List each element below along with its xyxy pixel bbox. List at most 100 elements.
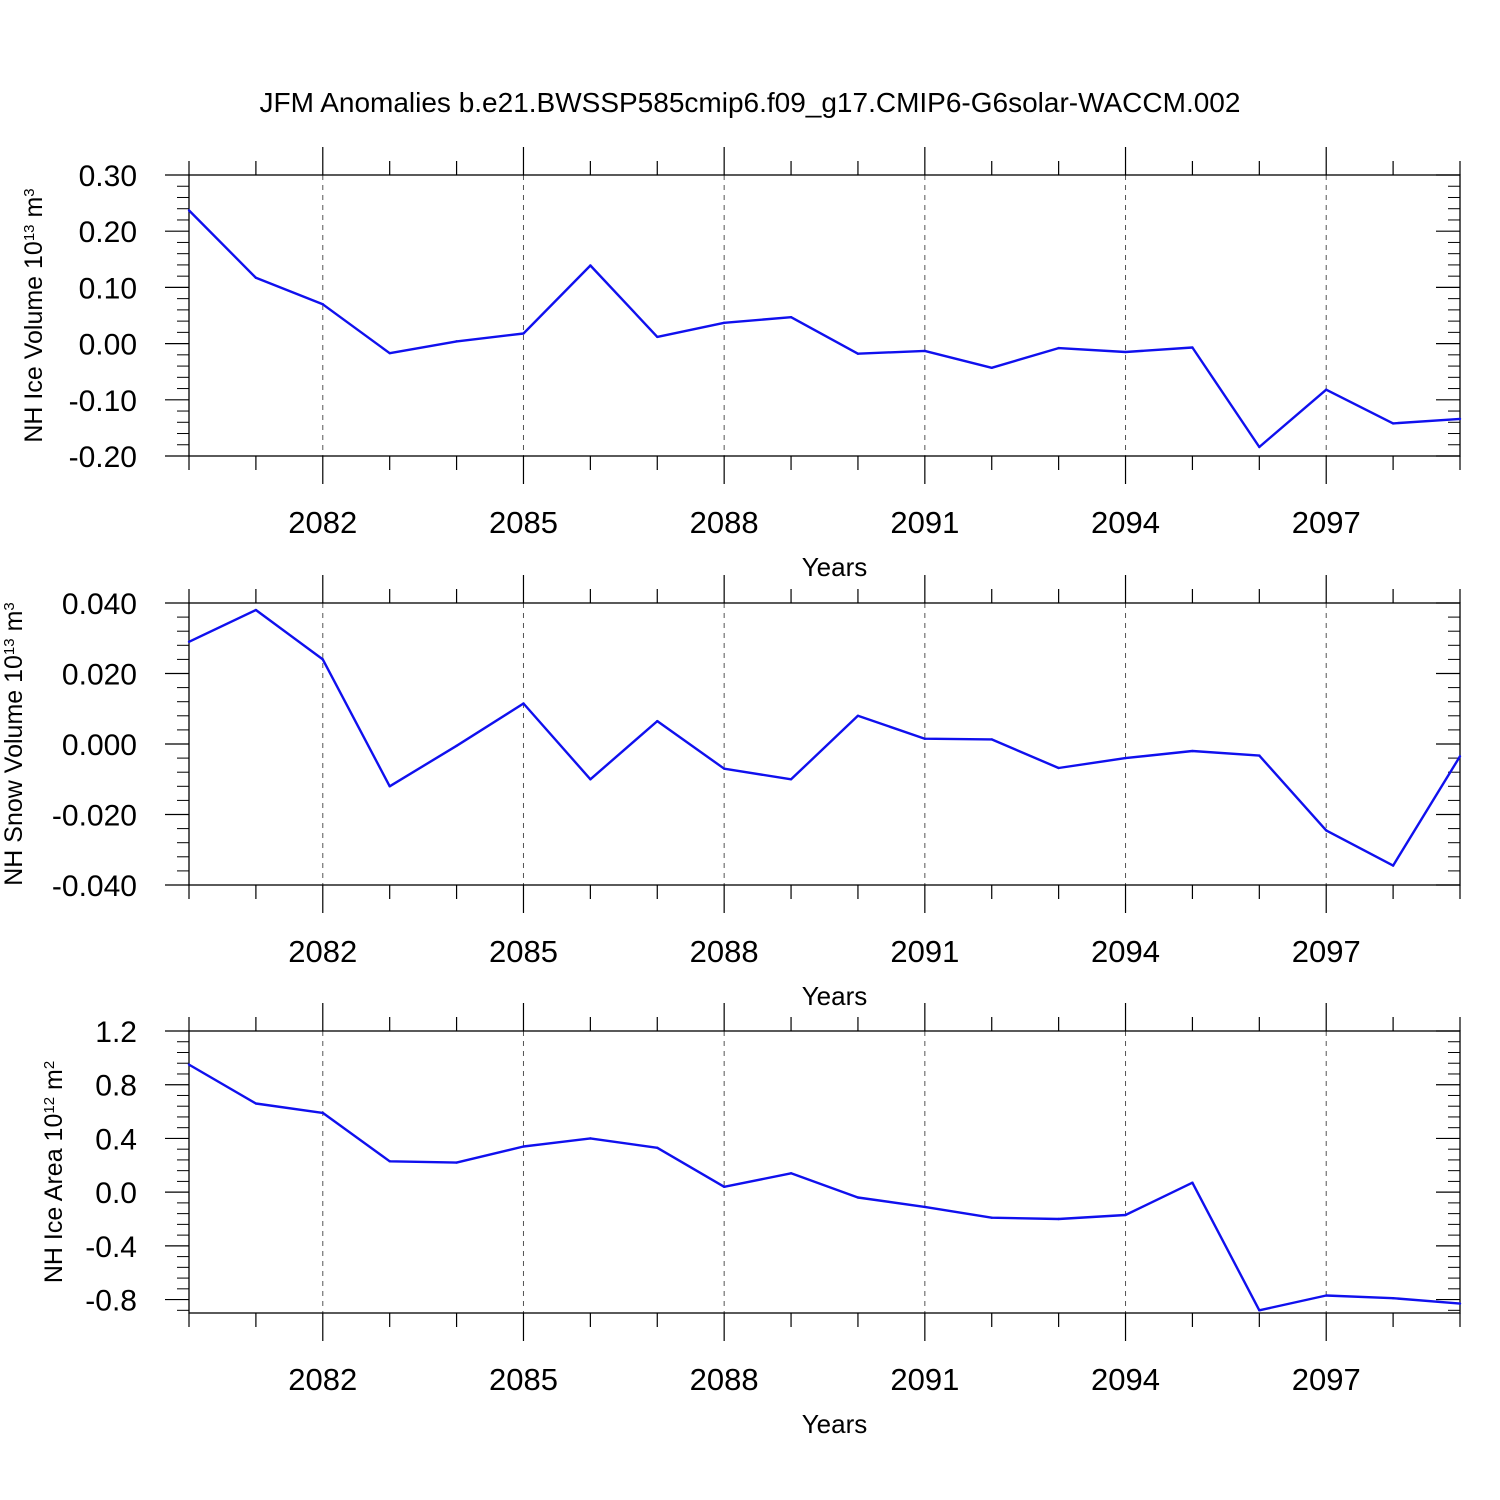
data-point [254, 608, 258, 612]
data-point [1057, 1217, 1060, 1221]
data-point [722, 321, 726, 325]
data-point [254, 1102, 258, 1105]
data-point [187, 209, 191, 212]
data-point [990, 1216, 993, 1219]
data-point [388, 785, 391, 788]
data-point [856, 714, 860, 717]
x-tick-label: 2088 [690, 1362, 759, 1397]
x-tick-label: 2085 [489, 505, 558, 540]
x-tick-label: 2091 [890, 505, 959, 540]
data-point [321, 303, 324, 306]
data-point [1057, 766, 1060, 770]
data-point [1391, 1297, 1395, 1300]
data-point [789, 315, 793, 319]
panel-ice-area: 1.2 0.8 0.4 0.0 -0.4 -0.8 2082 2085 2088 2091 2094… [40, 1003, 1462, 1439]
y-tick-label: -0.10 [69, 385, 137, 418]
y-tick-label: 0.8 [95, 1070, 137, 1103]
data-point [1458, 417, 1462, 421]
data-point [1258, 754, 1261, 757]
data-point [187, 1063, 191, 1066]
y-tick-label: 0.4 [95, 1123, 137, 1156]
x-axis-label: Years [802, 1409, 868, 1439]
data-point [656, 1146, 659, 1150]
x-axis-label: Years [802, 552, 868, 582]
x-tick-label: 2097 [1292, 505, 1361, 540]
data-point [1325, 388, 1328, 391]
x-tick-label: 2085 [489, 934, 558, 969]
data-point [923, 349, 927, 353]
data-point [789, 1172, 793, 1175]
x-tick-label: 2082 [288, 505, 357, 540]
y-tick-label: -0.040 [52, 870, 137, 903]
y-tick-label: -0.020 [52, 800, 137, 833]
data-point [1191, 346, 1194, 349]
panel-ice-volume: 0.30 0.20 0.10 0.00 -0.10 -0.20 2082 2085 2088 20… [20, 147, 1462, 582]
data-point [1458, 755, 1462, 758]
data-point [455, 340, 458, 343]
y-axis-label: NH Ice Volume 1013 m3 [20, 188, 48, 442]
data-point [455, 1161, 458, 1164]
data-point [1191, 1181, 1194, 1184]
data-point [1391, 864, 1395, 867]
y-axis-label: NH Snow Volume 1013 m3 [0, 602, 28, 886]
x-tick-label: 2094 [1091, 1362, 1160, 1397]
x-tick-label: 2094 [1091, 934, 1160, 969]
data-point [1191, 749, 1194, 753]
data-point [321, 658, 324, 661]
data-point [522, 1145, 525, 1148]
data-point [388, 351, 391, 355]
x-axis-label: Years [802, 981, 868, 1011]
panels: 0.30 0.20 0.10 0.00 -0.10 -0.20 2082 2085 2088 20… [0, 147, 1462, 1439]
y-tick-label: 0.00 [79, 329, 137, 362]
plot-frame [188, 1030, 1461, 1314]
data-point [522, 332, 525, 335]
data-point [1124, 1213, 1127, 1217]
plot-frame [188, 602, 1461, 886]
y-tick-label: 0.20 [79, 216, 137, 249]
y-tick-label: 1.2 [95, 1016, 137, 1049]
data-point [321, 1111, 324, 1115]
data-point [388, 1160, 391, 1163]
y-axis-label: NH Ice Area 1012 m2 [40, 1061, 68, 1283]
chart-title: JFM Anomalies b.e21.BWSSP585cmip6.f09_g1… [260, 87, 1241, 118]
data-point [1258, 1309, 1261, 1312]
data-point [923, 1205, 927, 1209]
data-point [254, 276, 258, 280]
x-tick-label: 2097 [1292, 1362, 1361, 1397]
y-tick-label: 0.30 [79, 160, 137, 193]
series-line-ice-volume [188, 209, 1461, 449]
x-tick-label: 2094 [1091, 505, 1160, 540]
data-point [923, 737, 927, 740]
data-point [589, 778, 592, 781]
data-point [1258, 445, 1261, 449]
data-point [589, 1137, 592, 1140]
y-tick-label: -0.8 [85, 1285, 137, 1318]
x-tick-label: 2097 [1292, 934, 1361, 969]
data-point [990, 738, 993, 741]
x-tick-label: 2088 [690, 505, 759, 540]
series-line-snow-volume [188, 608, 1462, 867]
y-tick-label: 0.10 [79, 272, 137, 305]
x-tick-label: 2082 [288, 1362, 357, 1397]
data-point [187, 640, 191, 643]
data-point [1124, 350, 1127, 354]
data-point [722, 767, 726, 770]
data-point [656, 335, 659, 339]
data-point [1391, 422, 1395, 425]
data-point [1325, 829, 1328, 832]
x-tick-label: 2091 [890, 934, 959, 969]
series-line-ice-area [188, 1063, 1461, 1312]
data-point [1124, 756, 1127, 760]
y-tick-label: -0.20 [69, 441, 137, 474]
x-tick-label: 2088 [690, 934, 759, 969]
data-point [856, 352, 860, 355]
data-point [856, 1196, 860, 1199]
y-tick-label: 0.020 [62, 659, 137, 692]
x-tick-label: 2091 [890, 1362, 959, 1397]
data-point [589, 264, 592, 267]
y-tick-label: -0.4 [85, 1231, 137, 1264]
data-point [789, 778, 793, 781]
y-tick-label: 0.0 [95, 1177, 137, 1210]
y-tick-label: 0.040 [62, 588, 137, 621]
